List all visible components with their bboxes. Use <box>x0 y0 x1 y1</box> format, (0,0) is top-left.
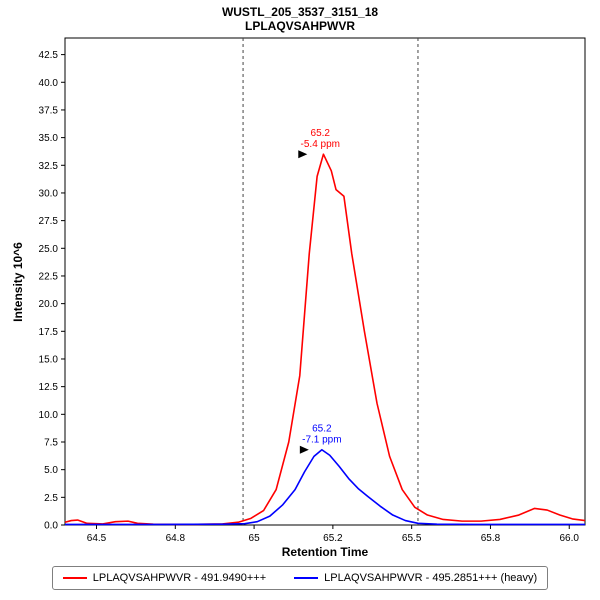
x-tick-label: 65.5 <box>402 533 422 544</box>
y-tick-label: 32.5 <box>39 161 59 172</box>
y-tick-label: 40.0 <box>39 78 59 89</box>
y-tick-label: 27.5 <box>39 216 59 227</box>
legend-swatch-light <box>62 577 87 579</box>
x-tick-label: 64.5 <box>87 533 107 544</box>
legend-label-heavy: LPLAQVSAHPWVR - 495.2851+++ (heavy) <box>324 572 538 584</box>
y-tick-label: 35.0 <box>39 133 59 144</box>
y-tick-label: 12.5 <box>39 382 59 393</box>
plot-area <box>64 37 586 526</box>
legend-item-light: LPLAQVSAHPWVR - 491.9490+++ <box>62 572 267 584</box>
y-tick-label: 20.0 <box>39 299 59 310</box>
y-tick-label: 30.0 <box>39 188 59 199</box>
y-tick-label: 0.0 <box>44 521 58 532</box>
y-tick-label: 15.0 <box>39 354 59 365</box>
y-tick-label: 10.0 <box>39 410 59 421</box>
y-tick-label: 25.0 <box>39 244 59 255</box>
peak-annotation: -5.4 ppm <box>301 139 340 150</box>
y-tick-label: 42.5 <box>39 50 59 61</box>
x-tick-label: 65 <box>249 533 261 544</box>
x-tick-label: 64.8 <box>166 533 186 544</box>
legend-swatch-heavy <box>294 577 319 579</box>
x-axis-label: Retention Time <box>281 545 369 559</box>
y-tick-label: 7.5 <box>44 437 58 448</box>
y-tick-label: 37.5 <box>39 105 59 116</box>
x-tick-label: 65.8 <box>481 533 501 544</box>
series-line-0 <box>64 153 586 526</box>
peak-annotation: 65.2 <box>312 424 332 435</box>
peak-id-arrow-icon <box>298 150 308 159</box>
x-tick-label: 65.2 <box>323 533 343 544</box>
legend: LPLAQVSAHPWVR - 491.9490+++ LPLAQVSAHPWV… <box>52 566 548 590</box>
legend-item-heavy: LPLAQVSAHPWVR - 495.2851+++ (heavy) <box>294 572 537 584</box>
y-tick-label: 5.0 <box>44 465 58 476</box>
chart-subtitle: LPLAQVSAHPWVR <box>244 19 355 33</box>
series-line-1 <box>65 448 585 526</box>
peak-id-arrow-icon <box>299 445 309 454</box>
chromatogram-chart: 0.0 2.5 5.0 7.5 10.0 12.5 15.0 17.5 20.0 22.5 25.0… <box>39 37 586 544</box>
legend-label-light: LPLAQVSAHPWVR - 491.9490+++ <box>92 572 267 584</box>
y-tick-label: 22.5 <box>39 271 59 282</box>
peak-annotation: 65.2 <box>311 128 331 139</box>
y-tick-label: 2.5 <box>44 493 58 504</box>
x-tick-label: 66.0 <box>560 533 580 544</box>
peak-annotation: -7.1 ppm <box>302 435 341 446</box>
chart-title: WUSTL_205_3537_3151_18 <box>221 5 379 19</box>
y-tick-label: 17.5 <box>39 327 59 338</box>
